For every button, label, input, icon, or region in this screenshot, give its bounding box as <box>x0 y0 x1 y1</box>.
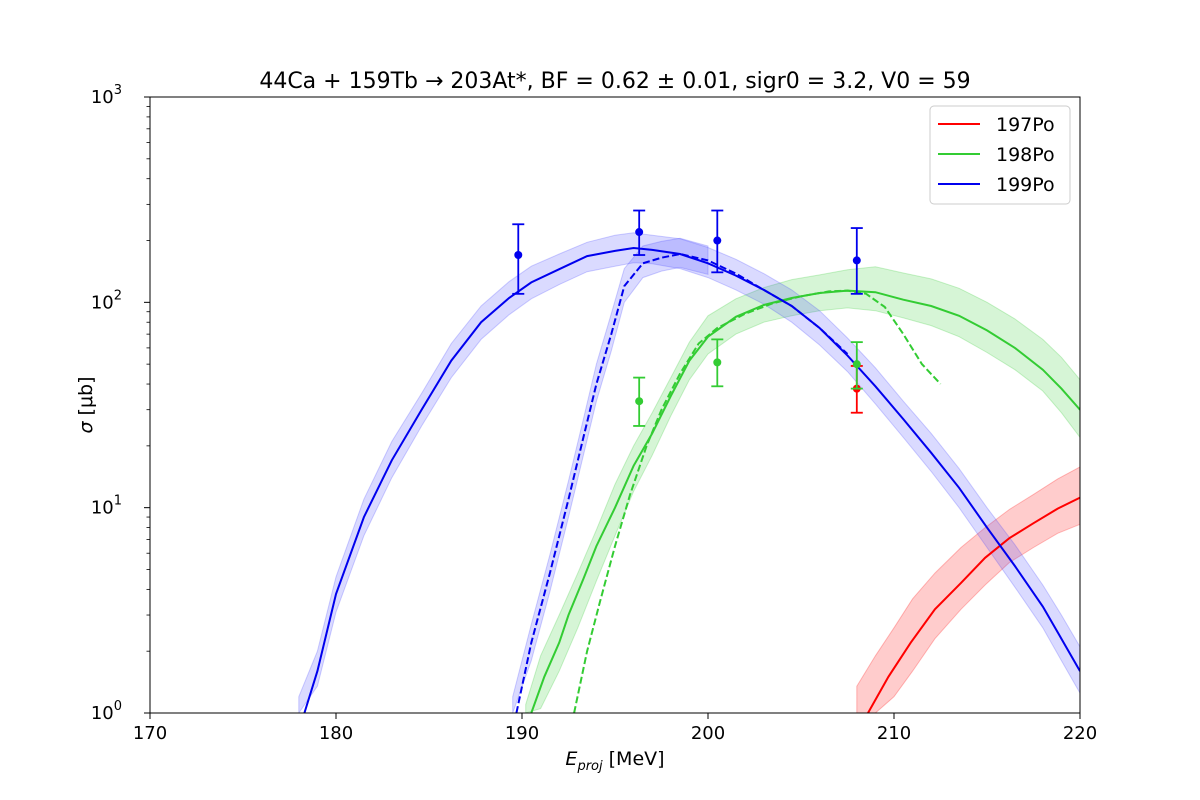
y-tick-label: 101 <box>91 494 122 519</box>
x-tick-label: 190 <box>505 723 539 744</box>
chart-title: 44Ca + 159Tb → 203At*, BF = 0.62 ± 0.01,… <box>259 69 970 94</box>
data-marker <box>635 397 644 406</box>
data-point-199po-4 <box>850 227 863 295</box>
y-axis-label: σ [μb] <box>75 376 97 433</box>
data-marker <box>852 360 861 369</box>
plot-frame <box>149 96 1081 714</box>
y-tick-label: 102 <box>91 288 122 313</box>
y-tick-label: 100 <box>91 699 122 724</box>
data-marker <box>514 251 523 260</box>
data-marker <box>852 256 861 265</box>
curve-198po <box>530 289 1080 713</box>
data-marker <box>635 228 644 237</box>
data-point-198po-2 <box>711 338 724 388</box>
legend-item-197po: 197Po <box>938 114 1055 136</box>
x-tick-label: 220 <box>1063 723 1097 744</box>
model-curves <box>303 246 1080 713</box>
legend-label: 198Po <box>996 144 1055 166</box>
band-dashed-199po <box>512 237 709 713</box>
data-marker <box>713 358 722 367</box>
x-tick-label: 210 <box>877 723 911 744</box>
curve-199po <box>303 246 1080 713</box>
band-198po <box>525 266 1080 713</box>
legend-item-199po: 199Po <box>938 174 1055 196</box>
data-points <box>512 209 863 427</box>
x-axis-label: Eproj [MeV] <box>565 748 664 774</box>
data-point-199po-3 <box>711 209 724 274</box>
legend-label: 197Po <box>996 114 1055 136</box>
legend-item-198po: 198Po <box>938 144 1055 166</box>
data-point-198po-1 <box>633 376 646 427</box>
x-tick-label: 180 <box>319 723 353 744</box>
x-axis-ticks: 170 180 190 200 210 220 <box>133 713 1097 744</box>
data-marker <box>713 236 722 245</box>
x-tick-label: 200 <box>691 723 725 744</box>
data-point-199po-2 <box>633 209 646 256</box>
uncertainty-bands <box>298 232 1080 713</box>
x-tick-label: 170 <box>133 723 167 744</box>
y-axis-ticks: 100 101 102 103 <box>91 83 150 724</box>
curve-197po <box>867 496 1080 713</box>
band-199po <box>298 232 1080 713</box>
data-point-198po-3 <box>850 341 863 390</box>
data-point-199po-1 <box>512 223 525 295</box>
legend-box <box>929 105 1071 205</box>
y-tick-label: 103 <box>91 83 122 108</box>
legend: 197Po 198Po 199Po <box>929 105 1071 205</box>
legend-label: 199Po <box>996 174 1055 196</box>
